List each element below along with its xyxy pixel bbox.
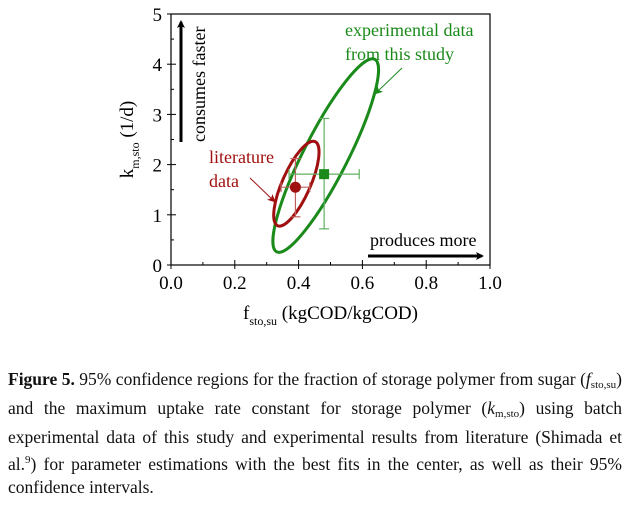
red-annotation-line-2: data (209, 171, 239, 191)
experimental-best-fit-point (319, 169, 330, 180)
caption-text-3: ) using batch experimental data of this … (8, 398, 623, 474)
x-tick-label: 0.0 (159, 273, 183, 294)
x-tick-label: 0.8 (414, 273, 438, 294)
caption-text-1: 95% confidence regions for the fraction … (74, 369, 586, 389)
red-annotation-arrow (249, 177, 276, 203)
y-tick-label: 5 (153, 5, 163, 26)
consumes-faster-label: consumes faster (189, 27, 209, 142)
x-tick-label: 0.2 (223, 273, 247, 294)
figure-caption: Figure 5. 95% confidence regions for the… (8, 368, 622, 499)
y-axis-symbol: k (117, 168, 138, 178)
caption-label: Figure 5. (8, 369, 75, 389)
x-axis-label: fsto,su (kgCOD/kgCOD) (243, 303, 418, 328)
y-axis-label: km,sto (1/d) (117, 101, 142, 179)
green-annotation-line-2: from this study (345, 44, 454, 64)
chart: 0.0 0.2 0.4 0.6 0.8 1.0 0 1 2 3 4 5 fsto,su (kgCOD/k… (117, 5, 502, 328)
y-tick-label: 0 (153, 256, 163, 277)
y-tick-label: 2 (153, 156, 163, 177)
x-tick-label: 1.0 (478, 273, 502, 294)
caption-k-symbol: k (487, 398, 496, 418)
annotations: experimental data from this study literatu… (177, 20, 484, 260)
y-axis-unit: (1/d) (117, 101, 138, 143)
axes: 0.0 0.2 0.4 0.6 0.8 1.0 0 1 2 3 4 5 fsto,su (kgCOD/k… (117, 5, 502, 328)
y-axis-subscript: m,sto (128, 142, 142, 168)
y-tick-label: 1 (153, 206, 163, 227)
x-tick-label: 0.6 (351, 273, 375, 294)
x-axis-symbol: f (243, 303, 250, 324)
literature-best-fit-point (289, 181, 301, 193)
red-annotation-line-1: literature (209, 147, 274, 167)
produces-more-label: produces more (370, 230, 476, 250)
caption-reference: 9 (25, 454, 31, 466)
x-axis-subscript: sto,su (249, 314, 277, 328)
green-annotation-line-1: experimental data (345, 20, 473, 40)
caption-k-sub: m,sto (495, 408, 520, 420)
confidence-ellipses (271, 57, 381, 254)
x-axis-unit: (kgCOD/kgCOD) (277, 303, 418, 324)
data-points (289, 169, 330, 193)
x-tick-label: 0.4 (287, 273, 311, 294)
green-annotation-arrow (374, 67, 403, 95)
caption-f-symbol: f (585, 369, 591, 389)
caption-text-4: ) for parameter estimations with the bes… (8, 454, 622, 497)
y-tick-label: 3 (153, 105, 163, 126)
y-tick-label: 4 (153, 55, 163, 76)
red-confidence-ellipse (272, 139, 321, 228)
caption-f-sub: sto,su (590, 379, 617, 391)
caption-text-2: ) and the maximum uptake rate constant f… (8, 369, 622, 418)
